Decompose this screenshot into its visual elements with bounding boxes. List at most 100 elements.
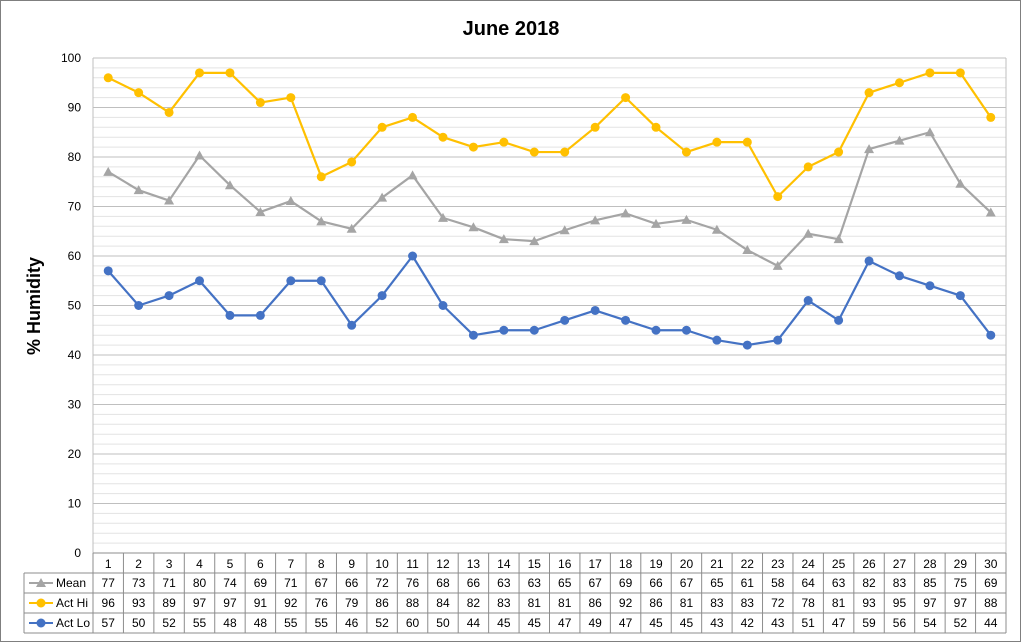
data-point [316,172,326,182]
x-category-label: 15 [528,557,542,571]
table-value-cell: 45 [497,616,511,630]
data-point [925,281,935,291]
table-value-cell: 83 [741,596,755,610]
data-point [499,137,509,147]
chart-title: June 2018 [463,18,560,40]
x-category-label: 14 [497,557,511,571]
x-category-label: 16 [558,557,572,571]
table-value-cell: 92 [284,596,298,610]
x-category-label: 13 [467,557,481,571]
data-point [103,73,113,83]
data-point [803,162,813,172]
data-point [286,93,296,103]
data-point [408,112,418,122]
y-tick-label: 20 [68,447,82,461]
table-value-cell: 83 [497,596,511,610]
table-value-cell: 50 [436,616,450,630]
y-tick-label: 80 [68,150,82,164]
data-point [924,127,935,137]
table-value-cell: 73 [132,576,146,590]
table-value-cell: 51 [802,616,816,630]
series-lines [103,68,996,350]
data-point [925,68,935,78]
table-value-cell: 89 [162,596,176,610]
data-point [255,310,265,320]
data-point [681,214,692,224]
data-point [377,122,387,132]
x-category-label: 6 [257,557,264,571]
table-value-cell: 43 [710,616,724,630]
data-point [437,212,448,222]
x-category-label: 10 [375,557,389,571]
data-point [195,276,205,286]
table-value-cell: 67 [588,576,602,590]
table-value-cell: 83 [893,576,907,590]
table-value-cell: 52 [162,616,176,630]
table-value-cell: 66 [467,576,481,590]
data-point [712,335,722,345]
table-value-cell: 66 [649,576,663,590]
data-point [347,157,357,167]
y-tick-label: 10 [68,497,82,511]
x-category-label: 17 [588,557,602,571]
table-value-cell: 69 [254,576,268,590]
data-point [316,276,326,286]
table-value-cell: 93 [862,596,876,610]
legend-key-marker [36,618,46,628]
x-category-label: 27 [893,557,907,571]
data-point [468,330,478,340]
data-point [651,122,661,132]
table-value-cell: 45 [528,616,542,630]
x-category-label: 29 [954,557,968,571]
table-value-cell: 68 [436,576,450,590]
table-value-cell: 55 [193,616,207,630]
data-point [834,315,844,325]
data-point [590,215,601,225]
x-category-label: 24 [802,557,816,571]
data-point [773,192,783,202]
y-tick-label: 90 [68,101,82,115]
table-value-cell: 81 [528,596,542,610]
data-point [225,68,235,78]
table-value-cell: 93 [132,596,146,610]
table-value-cell: 97 [223,596,237,610]
table-value-cell: 57 [102,616,116,630]
x-category-label: 9 [348,557,355,571]
table-value-cell: 74 [223,576,237,590]
data-point [255,98,265,108]
data-point [986,330,996,340]
table-value-cell: 77 [102,576,116,590]
y-tick-label: 60 [68,249,82,263]
table-value-cell: 86 [588,596,602,610]
data-point [225,310,235,320]
data-point [894,135,905,145]
table-value-cell: 50 [132,616,146,630]
table-value-cell: 76 [315,596,329,610]
table-value-cell: 47 [832,616,846,630]
data-point [803,296,813,306]
data-point [955,291,965,301]
series-line [107,71,992,198]
y-tick-label: 100 [61,51,81,65]
data-point [711,224,722,234]
table-value-cell: 79 [345,596,359,610]
data-point [377,192,388,202]
x-category-label: 26 [862,557,876,571]
table-value-cell: 63 [528,576,542,590]
table-value-cell: 88 [406,596,420,610]
table-value-cell: 97 [193,596,207,610]
data-point [529,147,539,157]
table-value-cell: 44 [467,616,481,630]
table-value-cell: 71 [284,576,298,590]
data-point [955,178,966,188]
x-category-label: 18 [619,557,633,571]
data-point [651,218,662,228]
table-value-cell: 48 [254,616,268,630]
table-value-cell: 59 [862,616,876,630]
x-category-label: 12 [436,557,450,571]
table-value-cell: 82 [467,596,481,610]
table-value-cell: 95 [893,596,907,610]
x-category-label: 8 [318,557,325,571]
x-category-label: 25 [832,557,846,571]
y-tick-label: 50 [68,299,82,313]
